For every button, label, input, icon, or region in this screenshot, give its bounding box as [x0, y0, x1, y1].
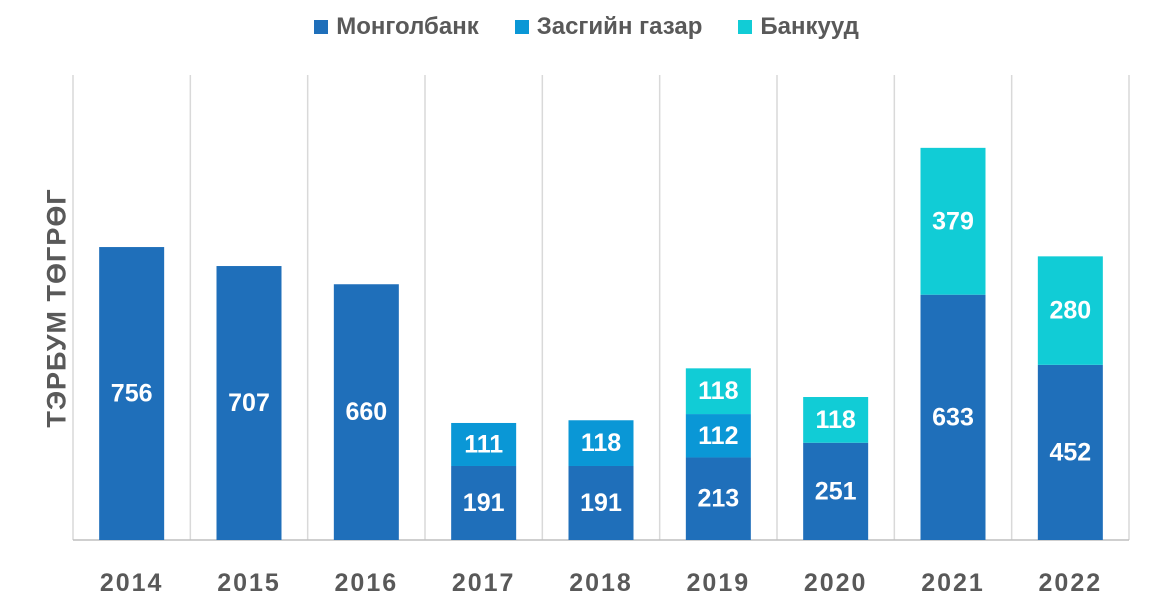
- bar-value-label: 633: [932, 403, 974, 431]
- bar-segment: [216, 266, 282, 540]
- bar-segment: [685, 457, 751, 540]
- bar-segment: [99, 247, 165, 541]
- bar-value-label: 707: [228, 389, 270, 417]
- bar-segment: [803, 442, 869, 540]
- x-tick-label: 2019: [687, 569, 751, 597]
- x-tick-label: 2021: [921, 569, 985, 597]
- bar-value-label: 660: [345, 398, 387, 426]
- legend-item-government: Засгийн газар: [514, 13, 703, 41]
- bar-value-label: 118: [698, 377, 738, 405]
- bar-value-label: 118: [581, 429, 621, 457]
- legend-label-mongolbank: Монголбанк: [336, 13, 479, 40]
- chart-legend: Монголбанк Засгийн газар Банкууд: [0, 10, 1173, 44]
- x-tick-label: 2017: [452, 569, 516, 597]
- bar-value-label: 251: [815, 477, 857, 505]
- bar-segment: [451, 422, 517, 466]
- legend-label-government: Засгийн газар: [536, 13, 703, 40]
- bar-segment: [568, 420, 634, 466]
- bar-segment: [333, 284, 399, 540]
- legend-swatch-mongolbank: [314, 20, 329, 34]
- legend-item-mongolbank: Монголбанк: [314, 13, 479, 41]
- bar-value-label: 191: [463, 489, 505, 517]
- bar-segment: [451, 465, 517, 540]
- bar-segment: [1037, 364, 1103, 540]
- bar-segment: [685, 368, 751, 415]
- bar-segment: [1037, 256, 1103, 365]
- bar-value-label: 191: [580, 489, 622, 517]
- x-tick-label: 2015: [217, 569, 281, 597]
- legend-item-banks: Банкууд: [738, 13, 859, 41]
- x-tick-label: 2022: [1039, 569, 1103, 597]
- legend-swatch-government: [514, 20, 529, 34]
- x-tick-label: 2014: [100, 569, 164, 597]
- bar-segment: [920, 294, 986, 540]
- bar-value-label: 452: [1049, 438, 1091, 466]
- bar-value-label: 280: [1049, 297, 1091, 325]
- bar-value-label: 111: [464, 430, 503, 458]
- bar-segment: [803, 397, 869, 443]
- bar-value-label: 756: [111, 380, 153, 408]
- bar-value-label: 379: [932, 207, 974, 235]
- bar-segment: [920, 147, 986, 295]
- x-tick-label: 2020: [804, 569, 868, 597]
- x-tick-label: 2016: [335, 569, 399, 597]
- bar-segment: [568, 465, 634, 540]
- legend-swatch-banks: [738, 20, 753, 34]
- bar-value-label: 213: [697, 485, 739, 513]
- bar-segment: [685, 414, 751, 458]
- x-tick-label: 2018: [569, 569, 633, 597]
- legend-label-banks: Банкууд: [760, 13, 859, 40]
- bar-value-label: 118: [815, 406, 855, 434]
- bar-value-label: 112: [698, 422, 738, 450]
